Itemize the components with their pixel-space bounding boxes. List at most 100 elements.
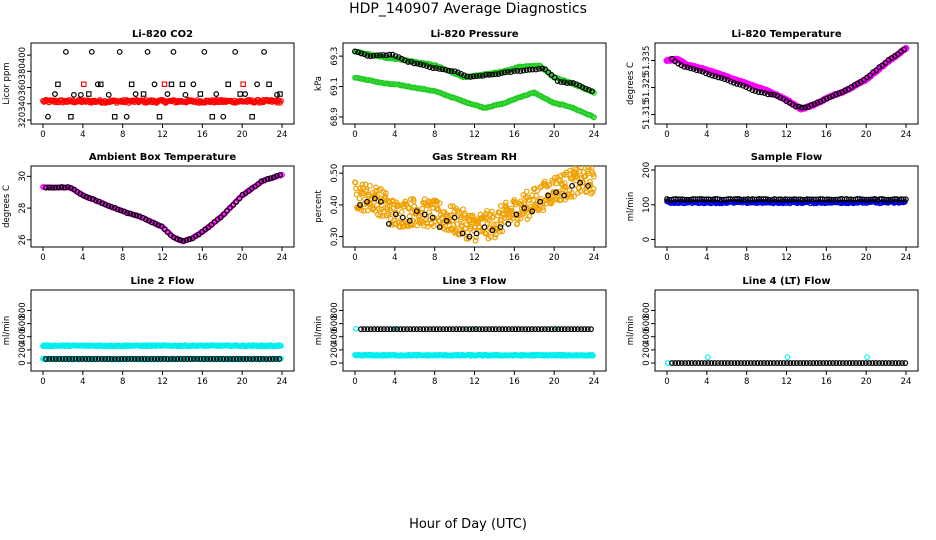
data-point xyxy=(353,185,359,192)
data-point xyxy=(826,94,833,101)
data-point xyxy=(489,227,496,234)
data-point xyxy=(377,326,384,333)
data-point xyxy=(207,356,214,362)
data-point xyxy=(242,91,249,97)
data-point xyxy=(373,188,380,194)
y-tick-label: 0 xyxy=(330,360,340,365)
data-point xyxy=(767,360,774,366)
data-point xyxy=(757,360,764,366)
data-point xyxy=(497,224,504,231)
plot-frame xyxy=(654,42,919,125)
x-tick-label: 24 xyxy=(277,253,288,263)
data-point xyxy=(385,221,392,227)
x-tick-label: 20 xyxy=(237,253,248,263)
data-point xyxy=(420,62,427,69)
data-point xyxy=(273,356,279,362)
y-tick-label: 0.30 xyxy=(330,227,340,246)
y-tick-label: 0 xyxy=(18,360,28,365)
panel-title: Line 4 (LT) Flow xyxy=(742,276,830,287)
data-point xyxy=(61,184,68,191)
data-point xyxy=(381,326,387,333)
data-point xyxy=(357,202,363,208)
data-point xyxy=(387,326,394,333)
data-point xyxy=(731,360,738,366)
data-point xyxy=(154,356,161,362)
data-point xyxy=(771,91,777,98)
data-point xyxy=(562,183,569,190)
data-point xyxy=(230,356,237,362)
data-point xyxy=(584,326,591,333)
data-point xyxy=(682,360,689,366)
data-point xyxy=(872,360,879,366)
data-point xyxy=(558,326,565,333)
data-point xyxy=(459,230,466,237)
data-point xyxy=(578,166,584,171)
data-point xyxy=(483,231,490,237)
data-point xyxy=(797,360,804,366)
data-point xyxy=(430,326,437,333)
data-point xyxy=(377,52,383,59)
x-tick-label: 12 xyxy=(469,130,480,140)
data-point xyxy=(182,91,189,98)
data-point xyxy=(790,360,797,366)
data-point xyxy=(92,356,99,362)
data-point xyxy=(529,208,536,215)
x-tick-label: 0 xyxy=(664,130,669,140)
data-point xyxy=(88,48,95,55)
data-point xyxy=(410,198,417,204)
data-point xyxy=(406,204,413,211)
data-point xyxy=(130,211,137,218)
data-point xyxy=(522,326,529,333)
y-tick-label: 0 xyxy=(642,237,652,242)
data-point xyxy=(486,71,492,78)
data-point xyxy=(793,360,800,366)
data-point xyxy=(551,326,558,333)
data-point xyxy=(177,237,184,243)
data-point xyxy=(777,94,784,101)
data-point xyxy=(217,356,224,362)
data-point xyxy=(46,184,53,191)
data-point xyxy=(709,72,716,79)
data-point xyxy=(504,69,511,75)
y-tick-label: 200 xyxy=(330,342,340,358)
page-title: HDP_140907 Average Diagnostics xyxy=(349,1,587,17)
data-point xyxy=(426,64,433,71)
data-point xyxy=(373,184,379,191)
data-point xyxy=(128,356,135,362)
data-point xyxy=(77,91,84,98)
x-tick-label: 24 xyxy=(901,130,912,140)
y-tick-label: 400 xyxy=(18,329,28,345)
data-point xyxy=(693,67,700,74)
data-point xyxy=(132,91,139,97)
data-point xyxy=(363,187,370,193)
data-point xyxy=(187,356,194,362)
plot-area xyxy=(40,48,284,120)
data-point xyxy=(469,326,476,333)
data-point xyxy=(467,74,474,80)
data-point xyxy=(718,75,725,81)
data-point xyxy=(512,326,519,333)
data-point xyxy=(463,326,470,333)
y-tick-label: 200 xyxy=(642,342,652,358)
data-point xyxy=(476,72,483,79)
data-point xyxy=(721,76,728,83)
data-point xyxy=(125,356,132,362)
y-tick-label: 51.335 xyxy=(642,46,652,76)
data-point xyxy=(423,326,430,333)
data-point xyxy=(589,88,595,95)
data-point xyxy=(232,48,239,55)
data-point xyxy=(89,356,95,362)
data-point xyxy=(496,326,502,333)
data-point xyxy=(473,234,479,241)
data-point xyxy=(179,81,186,88)
y-tick-label: 51.315 xyxy=(642,100,652,130)
data-point xyxy=(482,326,489,333)
data-point xyxy=(250,356,256,362)
data-point xyxy=(879,360,886,366)
data-point xyxy=(579,84,586,91)
data-point xyxy=(133,212,140,219)
data-point xyxy=(68,114,74,120)
data-point xyxy=(447,203,454,210)
data-point xyxy=(374,326,381,333)
data-point xyxy=(105,91,112,98)
